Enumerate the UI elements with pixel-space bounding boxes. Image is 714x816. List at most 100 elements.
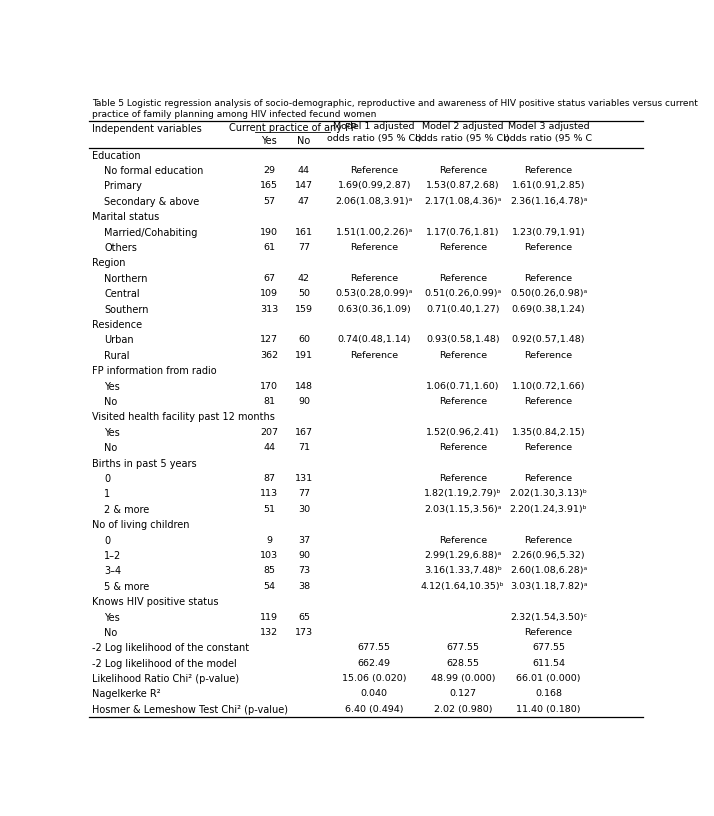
Text: 628.55: 628.55 bbox=[446, 659, 479, 667]
Text: Others: Others bbox=[104, 243, 137, 253]
Text: Knows HIV positive status: Knows HIV positive status bbox=[92, 597, 218, 607]
Text: 362: 362 bbox=[260, 351, 278, 360]
Text: 2.06(1.08,3.91)ᵃ: 2.06(1.08,3.91)ᵃ bbox=[336, 197, 413, 206]
Text: Reference: Reference bbox=[525, 397, 573, 406]
Text: 113: 113 bbox=[260, 490, 278, 499]
Text: 60: 60 bbox=[298, 335, 310, 344]
Text: 0.168: 0.168 bbox=[535, 690, 562, 698]
Text: 71: 71 bbox=[298, 443, 310, 452]
Text: 81: 81 bbox=[263, 397, 275, 406]
Text: 1.35(0.84,2.15): 1.35(0.84,2.15) bbox=[512, 428, 585, 437]
Text: Visited health facility past 12 months: Visited health facility past 12 months bbox=[92, 412, 275, 423]
Text: Reference: Reference bbox=[525, 474, 573, 483]
Text: 119: 119 bbox=[260, 613, 278, 622]
Text: Model 3 adjusted
odds ratio (95 % C: Model 3 adjusted odds ratio (95 % C bbox=[505, 122, 593, 143]
Text: 65: 65 bbox=[298, 613, 310, 622]
Text: -2 Log likelihood of the model: -2 Log likelihood of the model bbox=[92, 659, 237, 668]
Text: 0: 0 bbox=[104, 535, 111, 546]
Text: Reference: Reference bbox=[438, 351, 487, 360]
Text: 51: 51 bbox=[263, 505, 275, 514]
Text: 170: 170 bbox=[260, 382, 278, 391]
Text: Marital status: Marital status bbox=[92, 212, 159, 222]
Text: 0.93(0.58,1.48): 0.93(0.58,1.48) bbox=[426, 335, 500, 344]
Text: 44: 44 bbox=[298, 166, 310, 175]
Text: 1.69(0.99,2.87): 1.69(0.99,2.87) bbox=[338, 181, 411, 190]
Text: 0.71(0.40,1.27): 0.71(0.40,1.27) bbox=[426, 304, 500, 313]
Text: 1.51(1.00,2.26)ᵃ: 1.51(1.00,2.26)ᵃ bbox=[336, 228, 413, 237]
Text: 2.03(1.15,3.56)ᵃ: 2.03(1.15,3.56)ᵃ bbox=[424, 505, 501, 514]
Text: 127: 127 bbox=[260, 335, 278, 344]
Text: 42: 42 bbox=[298, 274, 310, 283]
Text: No formal education: No formal education bbox=[104, 166, 203, 176]
Text: Reference: Reference bbox=[525, 443, 573, 452]
Text: 1.53(0.87,2.68): 1.53(0.87,2.68) bbox=[426, 181, 500, 190]
Text: 44: 44 bbox=[263, 443, 275, 452]
Text: Yes: Yes bbox=[104, 428, 120, 438]
Text: No: No bbox=[104, 443, 117, 453]
Text: Yes: Yes bbox=[261, 135, 277, 145]
Text: No: No bbox=[104, 628, 117, 638]
Text: Births in past 5 years: Births in past 5 years bbox=[92, 459, 196, 468]
Text: Reference: Reference bbox=[525, 243, 573, 252]
Text: 103: 103 bbox=[260, 551, 278, 560]
Text: Independent variables: Independent variables bbox=[92, 124, 202, 134]
Text: Secondary & above: Secondary & above bbox=[104, 197, 199, 207]
Text: 66.01 (0.000): 66.01 (0.000) bbox=[516, 674, 580, 683]
Text: 47: 47 bbox=[298, 197, 310, 206]
Text: Reference: Reference bbox=[525, 628, 573, 637]
Text: 132: 132 bbox=[260, 628, 278, 637]
Text: 48.99 (0.000): 48.99 (0.000) bbox=[431, 674, 495, 683]
Text: Reference: Reference bbox=[350, 243, 398, 252]
Text: Urban: Urban bbox=[104, 335, 134, 345]
Text: 1.52(0.96,2.41): 1.52(0.96,2.41) bbox=[426, 428, 500, 437]
Text: Reference: Reference bbox=[525, 535, 573, 544]
Text: Reference: Reference bbox=[350, 351, 398, 360]
Text: 1.82(1.19,2.79)ᵇ: 1.82(1.19,2.79)ᵇ bbox=[424, 490, 501, 499]
Text: Reference: Reference bbox=[438, 274, 487, 283]
Text: No: No bbox=[104, 397, 117, 407]
Text: Table 5 Logistic regression analysis of socio-demographic, reproductive and awar: Table 5 Logistic regression analysis of … bbox=[92, 100, 698, 118]
Text: FP information from radio: FP information from radio bbox=[92, 366, 216, 376]
Text: 2.20(1.24,3.91)ᵇ: 2.20(1.24,3.91)ᵇ bbox=[510, 505, 588, 514]
Text: Primary: Primary bbox=[104, 181, 142, 192]
Text: 207: 207 bbox=[260, 428, 278, 437]
Text: Yes: Yes bbox=[104, 382, 120, 392]
Text: 662.49: 662.49 bbox=[358, 659, 391, 667]
Text: Current practice of any FP: Current practice of any FP bbox=[228, 123, 356, 133]
Text: 165: 165 bbox=[260, 181, 278, 190]
Text: 148: 148 bbox=[295, 382, 313, 391]
Text: 1–2: 1–2 bbox=[104, 551, 121, 561]
Text: 37: 37 bbox=[298, 535, 310, 544]
Text: Likelihood Ratio Chi² (p-value): Likelihood Ratio Chi² (p-value) bbox=[92, 674, 239, 684]
Text: Reference: Reference bbox=[438, 166, 487, 175]
Text: Married/Cohabiting: Married/Cohabiting bbox=[104, 228, 198, 237]
Text: 15.06 (0.020): 15.06 (0.020) bbox=[342, 674, 406, 683]
Text: 677.55: 677.55 bbox=[446, 643, 479, 652]
Text: 0.51(0.26,0.99)ᵃ: 0.51(0.26,0.99)ᵃ bbox=[424, 289, 501, 298]
Text: 57: 57 bbox=[263, 197, 275, 206]
Text: 90: 90 bbox=[298, 551, 310, 560]
Text: 61: 61 bbox=[263, 243, 275, 252]
Text: 29: 29 bbox=[263, 166, 275, 175]
Text: 90: 90 bbox=[298, 397, 310, 406]
Text: Reference: Reference bbox=[525, 166, 573, 175]
Text: Central: Central bbox=[104, 289, 140, 299]
Text: 0.040: 0.040 bbox=[361, 690, 388, 698]
Text: 173: 173 bbox=[295, 628, 313, 637]
Text: Reference: Reference bbox=[350, 274, 398, 283]
Text: 0.74(0.48,1.14): 0.74(0.48,1.14) bbox=[338, 335, 411, 344]
Text: 3.16(1.33,7.48)ᵇ: 3.16(1.33,7.48)ᵇ bbox=[424, 566, 502, 575]
Text: Reference: Reference bbox=[350, 166, 398, 175]
Text: Model 1 adjusted
odds ratio (95 % CI): Model 1 adjusted odds ratio (95 % CI) bbox=[327, 122, 421, 143]
Text: Model 2 adjusted
odds ratio (95 % CI): Model 2 adjusted odds ratio (95 % CI) bbox=[416, 122, 510, 143]
Text: 38: 38 bbox=[298, 582, 310, 591]
Text: 2.02 (0.980): 2.02 (0.980) bbox=[433, 705, 492, 714]
Text: 87: 87 bbox=[263, 474, 275, 483]
Text: 77: 77 bbox=[298, 243, 310, 252]
Text: 11.40 (0.180): 11.40 (0.180) bbox=[516, 705, 580, 714]
Text: 54: 54 bbox=[263, 582, 275, 591]
Text: 73: 73 bbox=[298, 566, 310, 575]
Text: 109: 109 bbox=[260, 289, 278, 298]
Text: 2.17(1.08,4.36)ᵃ: 2.17(1.08,4.36)ᵃ bbox=[424, 197, 501, 206]
Text: Reference: Reference bbox=[438, 535, 487, 544]
